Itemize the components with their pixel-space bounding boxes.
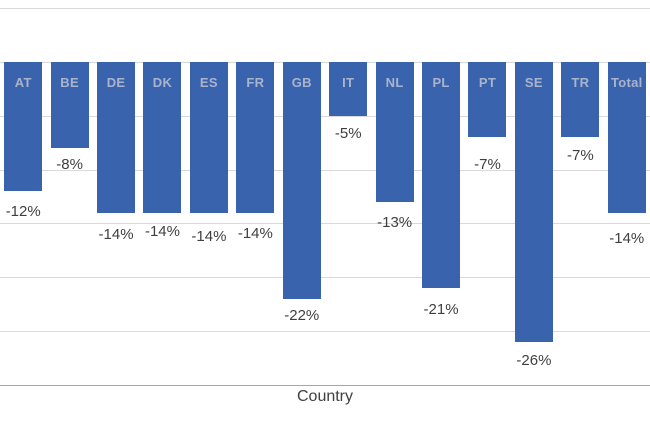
column-tr: TR -7% bbox=[557, 0, 603, 432]
value-label-pt: -7% bbox=[474, 156, 501, 174]
value-label-pl: -21% bbox=[423, 300, 459, 318]
bar-be: BE bbox=[50, 62, 89, 148]
value-label-de: -14% bbox=[98, 225, 134, 243]
column-nl: NL -13% bbox=[371, 0, 417, 432]
column-at: AT -12% bbox=[0, 0, 46, 432]
bar-tr: TR bbox=[561, 62, 600, 138]
category-label-de: DE bbox=[106, 75, 126, 90]
bar-es: ES bbox=[189, 62, 228, 213]
bar-pt: PT bbox=[468, 62, 507, 138]
gridline--15pct bbox=[0, 223, 650, 225]
category-label-fr: FR bbox=[246, 75, 265, 90]
gridline--30pct bbox=[0, 384, 650, 386]
category-label-dk: DK bbox=[152, 75, 173, 90]
column-gb: GB -22% bbox=[279, 0, 325, 432]
gridline--20pct bbox=[0, 277, 650, 278]
category-label-se: SE bbox=[524, 75, 543, 90]
category-label-be: BE bbox=[60, 75, 79, 90]
category-label-it: IT bbox=[342, 75, 355, 90]
category-label-pl: PL bbox=[432, 75, 450, 90]
bar-pl: PL bbox=[422, 62, 461, 288]
category-label-pt: PT bbox=[478, 75, 497, 90]
bar-nl: NL bbox=[375, 62, 414, 202]
column-se: SE -26% bbox=[511, 0, 557, 432]
gridline--25pct bbox=[0, 330, 650, 332]
x-axis-title: Country bbox=[296, 388, 354, 405]
column-total: Total -14% bbox=[604, 0, 650, 432]
value-label-nl: -13% bbox=[377, 213, 413, 231]
value-label-fr: -14% bbox=[237, 224, 273, 242]
category-label-tr: TR bbox=[571, 75, 590, 90]
bar-total: Total bbox=[607, 62, 646, 213]
column-pt: PT -7% bbox=[464, 0, 510, 432]
gridline-0pct bbox=[0, 62, 650, 63]
value-label-be: -8% bbox=[56, 156, 83, 173]
column-es: ES -14% bbox=[186, 0, 232, 432]
value-label-it: -5% bbox=[334, 124, 362, 142]
bar-at: AT bbox=[4, 62, 43, 191]
category-label-nl: NL bbox=[385, 75, 404, 90]
bar-gb: GB bbox=[282, 62, 321, 299]
column-be: BE -8% bbox=[46, 0, 92, 432]
bar-de: DE bbox=[97, 62, 136, 213]
category-label-at: AT bbox=[14, 75, 32, 90]
gridline--10pct bbox=[0, 169, 650, 171]
value-label-se: -26% bbox=[516, 351, 552, 369]
bar-dk: DK bbox=[143, 62, 182, 213]
column-pl: PL -21% bbox=[418, 0, 464, 432]
bar-se: SE bbox=[514, 62, 553, 342]
value-label-at: -12% bbox=[5, 203, 41, 220]
value-label-es: -14% bbox=[191, 227, 227, 245]
category-label-total: Total bbox=[610, 75, 643, 90]
bar-fr: FR bbox=[236, 62, 275, 213]
column-fr: FR -14% bbox=[232, 0, 278, 432]
category-label-es: ES bbox=[199, 75, 218, 90]
value-label-dk: -14% bbox=[144, 222, 180, 240]
gridline--5pct bbox=[0, 115, 650, 117]
column-de: DE -14% bbox=[93, 0, 139, 432]
value-label-gb: -22% bbox=[284, 306, 320, 324]
value-label-total: -14% bbox=[609, 229, 645, 247]
gridline-5pct bbox=[0, 8, 650, 10]
column-dk: DK -14% bbox=[139, 0, 185, 432]
category-label-gb: GB bbox=[291, 75, 312, 90]
value-label-tr: -7% bbox=[567, 147, 594, 165]
bar-it: IT bbox=[329, 62, 368, 116]
column-it: IT -5% bbox=[325, 0, 371, 432]
